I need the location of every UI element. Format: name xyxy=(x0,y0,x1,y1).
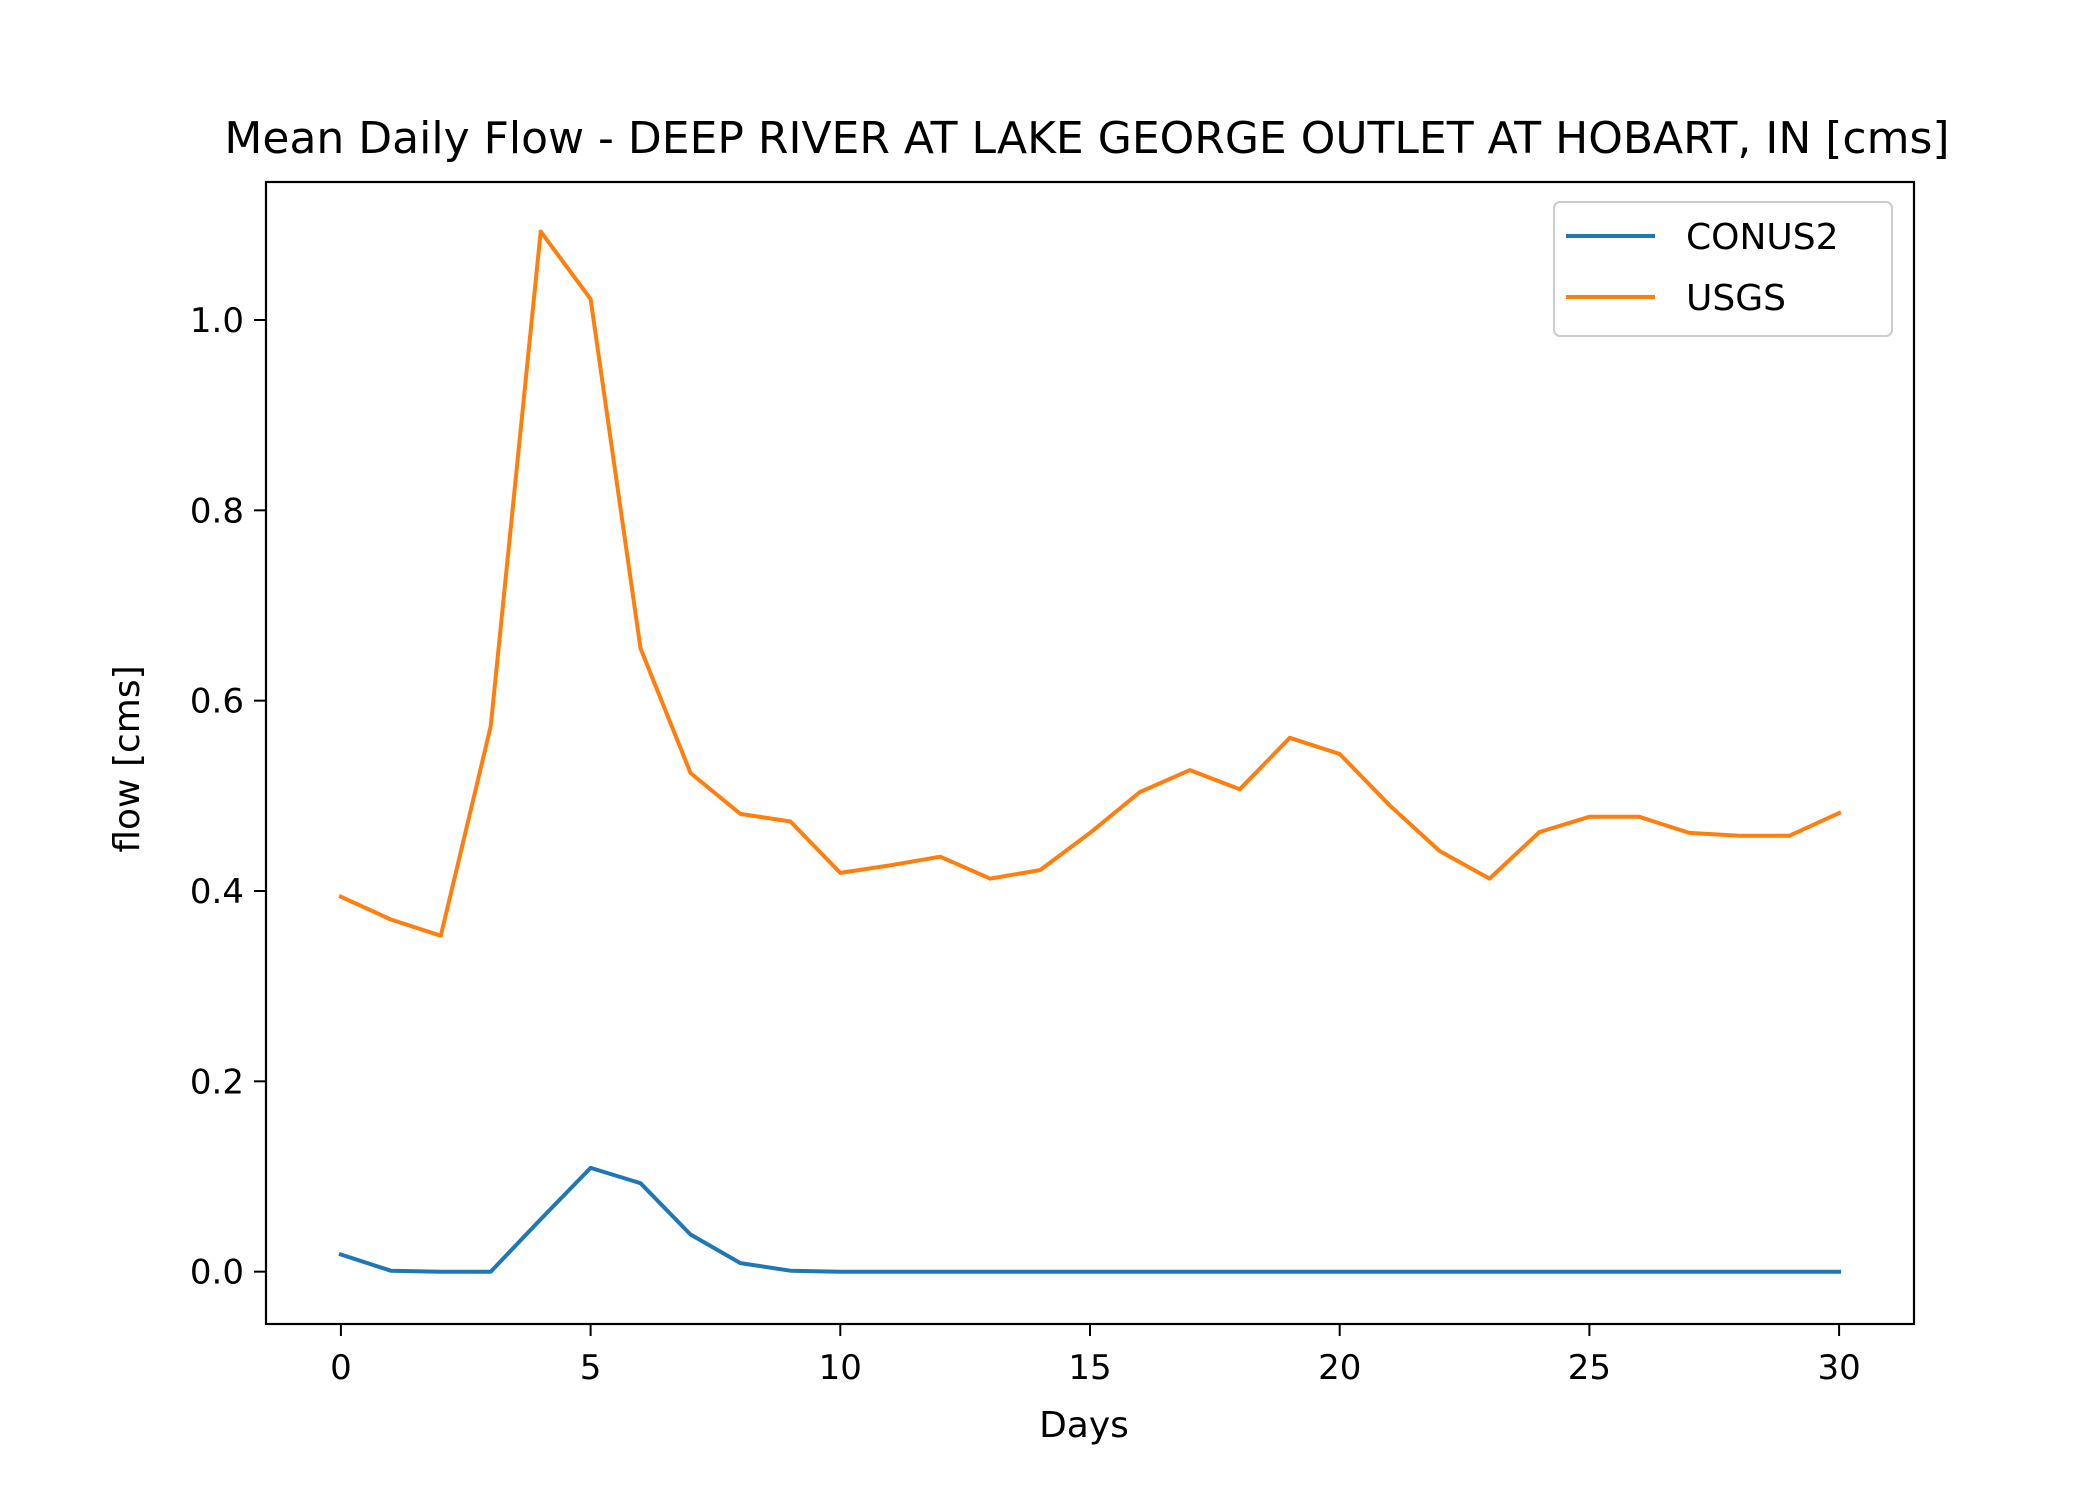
legend-label-usgs: USGS xyxy=(1686,278,1786,319)
y-axis-label: flow [cms] xyxy=(107,665,148,852)
x-tick-label: 30 xyxy=(1817,1348,1860,1388)
legend-label-conus2: CONUS2 xyxy=(1686,217,1839,258)
series-line-usgs xyxy=(338,229,1842,938)
legend: CONUS2 USGS xyxy=(1553,201,1893,337)
x-tick-label: 20 xyxy=(1318,1348,1361,1388)
x-tick-label: 15 xyxy=(1068,1348,1111,1388)
x-tick-label: 0 xyxy=(330,1348,352,1388)
y-tick-label: 0.8 xyxy=(190,491,244,531)
x-tick-label: 25 xyxy=(1568,1348,1611,1388)
y-tick-label: 0.2 xyxy=(190,1062,244,1102)
y-tick-label: 1.0 xyxy=(190,301,244,341)
series-line-conus2 xyxy=(338,1165,1842,1274)
x-tick-label: 5 xyxy=(580,1348,602,1388)
x-tick-label: 10 xyxy=(819,1348,862,1388)
chart-title: Mean Daily Flow - DEEP RIVER AT LAKE GEO… xyxy=(224,113,1949,164)
axis-ticks: 0 5 10 15 20 25 30 0.0 0.2 0.4 0.6 0.8 1.0 xyxy=(190,301,1861,1388)
y-tick-label: 0.4 xyxy=(190,872,244,912)
x-axis-label: Days xyxy=(1039,1405,1129,1446)
y-tick-label: 0.6 xyxy=(190,682,244,722)
y-tick-label: 0.0 xyxy=(190,1253,244,1293)
